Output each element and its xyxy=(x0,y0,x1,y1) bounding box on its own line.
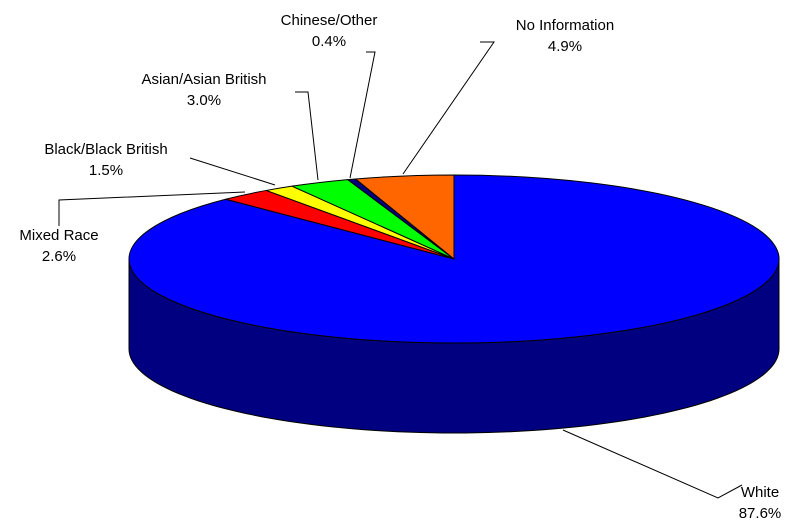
slice-label-no-information: No Information xyxy=(516,17,614,34)
leader-line-black-black-british xyxy=(189,157,276,186)
slice-label-black-black-british: Black/Black British xyxy=(44,141,167,158)
leader-line-asian-asian-british xyxy=(295,91,319,181)
slice-label-asian-asian-british: Asian/Asian British xyxy=(141,71,266,88)
leader-line-no-information xyxy=(402,41,495,175)
slice-value-chinese-other: 0.4% xyxy=(312,33,346,50)
slice-label-chinese-other: Chinese/Other xyxy=(281,12,378,29)
slice-label-mixed-race: Mixed Race xyxy=(19,227,98,244)
leader-line-white xyxy=(562,429,743,499)
pie-slice-white xyxy=(128,174,780,344)
slice-value-mixed-race: 2.6% xyxy=(42,248,76,265)
slice-labels: White 87.6% Mixed Race 2.6% Black/Black Brit… xyxy=(19,12,781,522)
slice-value-asian-asian-british: 3.0% xyxy=(187,92,221,109)
pie-top-layer xyxy=(128,174,780,344)
slice-value-no-information: 4.9% xyxy=(548,38,582,55)
pie-slice-no-information xyxy=(355,174,455,260)
leader-line-mixed-race xyxy=(58,191,246,226)
slice-label-white: White xyxy=(741,484,779,501)
leader-lines xyxy=(58,41,743,499)
leader-line-chinese-other xyxy=(349,51,376,179)
slice-value-black-black-british: 1.5% xyxy=(89,162,123,179)
slice-value-white: 87.6% xyxy=(739,505,782,522)
